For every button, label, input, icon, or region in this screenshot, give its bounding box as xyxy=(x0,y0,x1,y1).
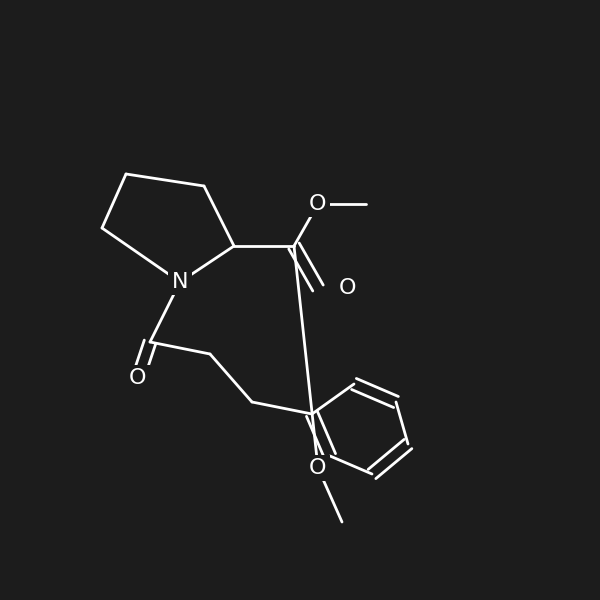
Text: O: O xyxy=(309,458,327,478)
Text: O: O xyxy=(339,278,357,298)
Text: O: O xyxy=(129,368,147,388)
Text: N: N xyxy=(172,272,188,292)
Text: O: O xyxy=(309,194,327,214)
